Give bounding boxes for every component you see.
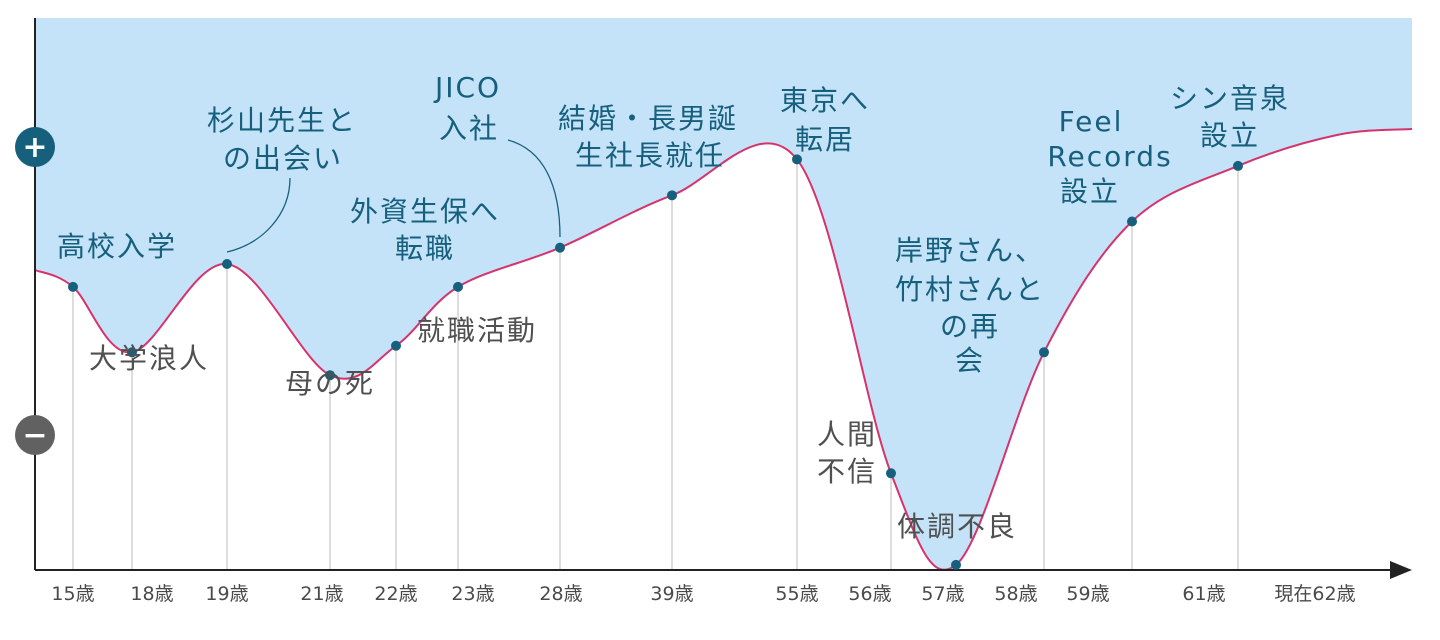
event-label: 結婚・長男誕生社長就任: [558, 102, 738, 172]
data-points: [68, 154, 1243, 570]
callout-leaders: [226, 139, 561, 253]
data-point: [886, 468, 896, 479]
x-tick-label: 56歳: [848, 583, 891, 605]
plus-badge: +: [15, 127, 55, 167]
event-label: JICO 入社: [433, 71, 501, 145]
data-point: [667, 190, 677, 201]
event-label: 体調不良: [897, 510, 1017, 543]
event-label: 外資生保へ転職: [350, 195, 500, 265]
x-axis-arrow-icon: [1390, 561, 1412, 579]
x-tick-label: 61歳: [1182, 583, 1225, 605]
x-tick-label: 28歳: [539, 583, 582, 605]
event-label: 岸野さん、竹村さんとの再会: [895, 234, 1045, 377]
data-point: [127, 347, 137, 358]
event-label: 大学浪人: [89, 342, 209, 375]
data-point: [391, 340, 401, 351]
event-label: 東京へ転居: [780, 84, 870, 156]
x-tick-label: 23歳: [451, 583, 494, 605]
minus-badge: −: [15, 415, 55, 455]
plus-icon: +: [22, 130, 47, 165]
x-tick-label: 18歳: [130, 583, 173, 605]
x-tick-label: 22歳: [374, 583, 417, 605]
event-label: Feel Records 設立: [1047, 105, 1172, 208]
x-tick-labels: 15歳 18歳 19歳 21歳 22歳 23歳 28歳 39歳 55歳 56歳 57歳 58歳 59歳 6…: [51, 583, 1355, 605]
data-point: [1127, 216, 1137, 227]
data-point: [68, 281, 78, 292]
x-tick-label: 15歳: [51, 583, 94, 605]
minus-badge-circle: [15, 415, 55, 455]
data-point: [555, 242, 565, 253]
x-tick-label: 現在62歳: [1274, 583, 1355, 605]
event-label: 母の死: [285, 367, 375, 400]
leader-line-jico: [507, 139, 561, 238]
data-point: [1233, 160, 1243, 171]
axes: [34, 18, 1394, 571]
data-point: [453, 281, 463, 292]
plus-badge-circle: [15, 127, 55, 167]
x-tick-label: 59歳: [1066, 583, 1109, 605]
data-point: [222, 259, 232, 270]
x-tick-label: 21歳: [300, 583, 343, 605]
positive-area-fill: [35, 18, 1412, 570]
x-tick-label: 39歳: [650, 583, 693, 605]
x-tick-label: 19歳: [205, 583, 248, 605]
event-label: 杉山先生との出会い: [207, 104, 357, 175]
data-point: [325, 370, 335, 381]
data-point: [1039, 347, 1049, 358]
event-label: シン音泉設立: [1170, 82, 1290, 152]
guide-lines: [72, 159, 1239, 570]
event-label: 高校入学: [57, 230, 177, 263]
event-label: 就職活動: [417, 314, 537, 347]
x-tick-label: 58歳: [994, 583, 1037, 605]
leader-line-sugiyama: [226, 177, 291, 253]
x-tick-label: 55歳: [775, 583, 818, 605]
event-label: 人間不信: [817, 418, 877, 488]
x-tick-label: 57歳: [921, 583, 964, 605]
data-point: [792, 154, 802, 165]
data-point: [951, 559, 961, 570]
minus-icon: −: [22, 418, 47, 453]
